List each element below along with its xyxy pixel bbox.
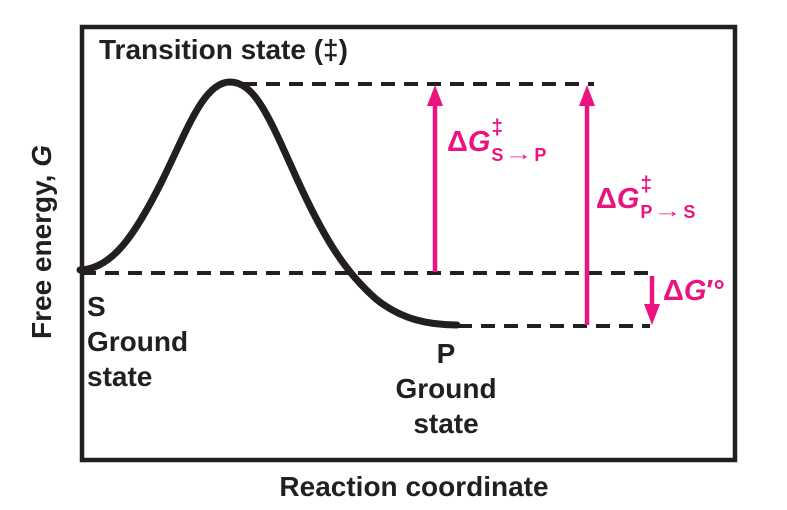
double-dagger-icon: ‡	[491, 116, 504, 139]
right-arrow-icon: →	[653, 201, 683, 222]
x-axis-label: Reaction coordinate	[279, 471, 549, 502]
delta-g-reverse-scripts: ‡ P → S	[640, 174, 695, 221]
y-axis-label-text: Free energy,	[25, 166, 57, 340]
plot-border	[79, 24, 738, 463]
delta-g-activation-forward-label: ΔG ‡ S → P	[447, 117, 546, 164]
delta-glyph: Δ	[596, 183, 617, 215]
y-axis-label: Free energy, G	[26, 145, 58, 339]
activation-forward-arrowhead-up-icon	[427, 85, 443, 106]
delta-g-activation-reverse-label: ΔG ‡ P → S	[596, 174, 695, 221]
activation-reverse-arrowhead-up-icon	[579, 85, 595, 106]
delta-g-forward-scripts: ‡ S → P	[491, 117, 546, 164]
g-symbol: G	[467, 126, 491, 158]
delta-g-reverse-main: ΔG	[596, 174, 639, 214]
delta-glyph: Δ	[663, 275, 684, 307]
transition-state-title: Transition state (‡)	[99, 34, 348, 65]
standard-free-energy-arrowhead-down-icon	[644, 304, 660, 325]
right-arrow-icon: →	[504, 144, 534, 165]
free-energy-curve	[76, 78, 461, 329]
from-state: S	[491, 144, 504, 165]
g-symbol: G	[683, 275, 707, 307]
delta-g-forward-subscript: S → P	[491, 145, 546, 164]
g-symbol: G	[616, 183, 640, 215]
to-state: S	[683, 201, 696, 222]
from-state: P	[640, 201, 653, 222]
activation-reverse-arrow	[579, 85, 595, 325]
standard-free-energy-arrow	[644, 276, 660, 325]
delta-g-forward-main: ΔG	[447, 117, 490, 157]
to-state: P	[534, 144, 547, 165]
double-dagger-icon: ‡	[640, 173, 653, 196]
s-ground-state-label: S Ground state	[87, 291, 189, 392]
delta-g-standard-label: ΔG′°	[663, 277, 725, 306]
prime-degree-marks: ′°	[706, 275, 725, 307]
activation-forward-arrow	[427, 85, 443, 272]
delta-glyph: Δ	[447, 126, 468, 158]
y-axis-label-g-symbol: G	[25, 144, 57, 167]
p-ground-state-label: P Ground state	[395, 338, 497, 439]
delta-g-reverse-subscript: P → S	[640, 202, 695, 221]
